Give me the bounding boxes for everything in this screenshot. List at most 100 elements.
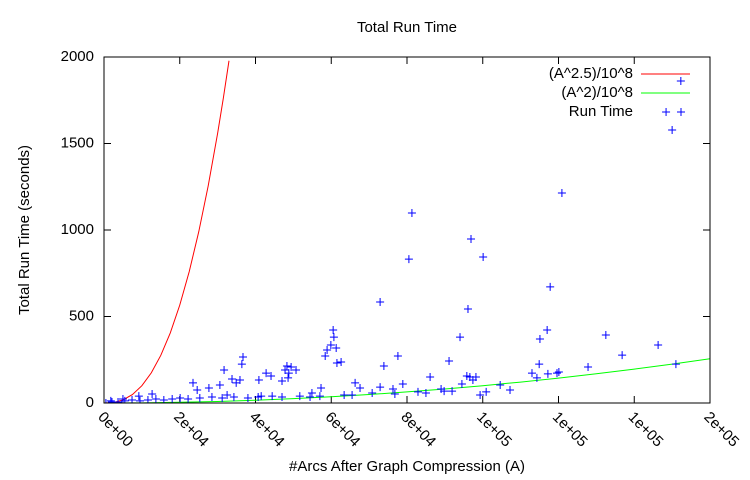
scatter-point [237, 360, 246, 369]
scatter-point [295, 392, 304, 401]
scatter-point [204, 383, 213, 392]
y-axis-label: Total Run Time (seconds) [16, 145, 33, 315]
scatter-point [463, 305, 472, 314]
scatter-point [368, 388, 377, 397]
scatter-point [282, 361, 291, 370]
scatter-point [340, 391, 349, 400]
scatter-point [476, 391, 485, 400]
scatter-point [404, 255, 413, 264]
scatter-point [321, 351, 330, 360]
scatter-point [440, 387, 449, 396]
chart-title: Total Run Time [357, 19, 457, 36]
scatter-point [543, 369, 552, 378]
scatter-point [554, 368, 563, 377]
scatter-point [326, 341, 335, 350]
legend-swatch [677, 108, 685, 116]
scatter-point [506, 386, 515, 395]
scatter-point [223, 391, 232, 400]
scatter-point [388, 384, 397, 393]
scatter-point [134, 392, 143, 401]
scatter-point [284, 373, 293, 382]
scatter-point [479, 252, 488, 261]
scatter-point [601, 331, 610, 340]
y-tick-label: 1000 [61, 221, 94, 238]
scatter-point [467, 234, 476, 243]
scatter-point [468, 375, 477, 384]
scatter-point [337, 357, 346, 366]
scatter-point [546, 282, 555, 291]
scatter-point [118, 395, 127, 403]
scatter-point [348, 391, 357, 400]
scatter-point [229, 392, 238, 401]
scatter-point [421, 388, 430, 397]
line-series [104, 60, 230, 403]
scatter-point [243, 393, 252, 402]
legend-label: (A^2)/10^8 [561, 84, 633, 101]
scatter-point [106, 396, 115, 403]
scatter-point [284, 369, 293, 378]
scatter-point [168, 395, 177, 403]
scatter-point [552, 369, 561, 378]
scatter-point [254, 375, 263, 384]
scatter-point [445, 356, 454, 365]
scatter-point [268, 392, 277, 401]
scatter-point [151, 395, 160, 403]
scatter-point [148, 390, 157, 399]
scatter-point [379, 361, 388, 370]
scatter-point [482, 387, 491, 396]
scatter-point [535, 360, 544, 369]
scatter-point [114, 397, 123, 403]
scatter-point [376, 383, 385, 392]
scatter-point [535, 334, 544, 343]
y-tick-label: 2000 [61, 48, 94, 65]
x-axis-label: #Arcs After Graph Compression (A) [289, 458, 525, 475]
scatter-point [176, 393, 185, 402]
scatter-point [329, 325, 338, 334]
plot-frame [103, 56, 711, 404]
scatter-point [184, 395, 193, 403]
scatter-point [676, 77, 685, 86]
scatter-point [278, 392, 287, 401]
scatter-point [218, 393, 227, 402]
scatter-point [307, 388, 316, 397]
scatter-point [532, 373, 541, 382]
scatter-point [496, 381, 505, 390]
legend: (A^2.5)/10^8 (A^2)/10^8 Run Time [549, 65, 690, 120]
scatter-point [317, 383, 326, 392]
legend-label: (A^2.5)/10^8 [549, 65, 633, 82]
scatter-point [135, 396, 144, 403]
line-series [104, 358, 710, 403]
scatter-point [332, 343, 341, 352]
scatter-point [671, 360, 680, 369]
scatter-point [413, 387, 422, 396]
scatter-point [262, 369, 271, 378]
scatter-point [120, 396, 129, 403]
scatter-point [527, 369, 536, 378]
scatter-point [376, 297, 385, 306]
scatter-point [356, 383, 365, 392]
scatter-point [618, 351, 627, 360]
y-tick-label: 500 [69, 307, 94, 324]
scatter-point [456, 333, 465, 342]
scatter-point [254, 392, 263, 401]
scatter-point [426, 373, 435, 382]
legend-label: Run Time [569, 103, 633, 120]
scatter-point [662, 108, 671, 117]
scatter-point [668, 126, 677, 135]
scatter-point [104, 399, 110, 403]
scatter-point [232, 378, 241, 387]
scatter-point [189, 378, 198, 387]
scatter-point [228, 374, 237, 383]
scatter-point [543, 325, 552, 334]
plot-area [104, 60, 710, 403]
scatter-point [292, 365, 301, 374]
scatter-point [315, 392, 324, 401]
scatter-point [457, 379, 466, 388]
scatter-point [287, 363, 296, 372]
scatter-point [654, 341, 663, 350]
scatter-point [306, 392, 315, 401]
scatter-point [267, 372, 276, 381]
